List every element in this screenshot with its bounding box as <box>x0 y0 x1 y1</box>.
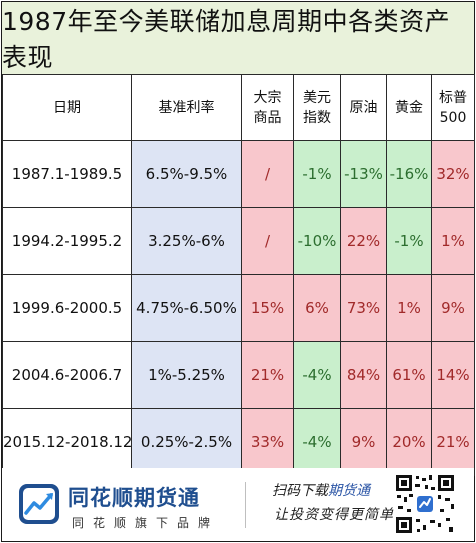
cell-gold: 1% <box>386 274 432 342</box>
cell-gold: 61% <box>386 341 432 409</box>
cell-commodity: / <box>241 207 294 275</box>
cell-sp500: 32% <box>431 140 475 208</box>
footer-divider <box>245 482 246 528</box>
header-rate: 基准利率 <box>131 74 242 141</box>
header-sp500-line1: 标普 <box>439 89 467 106</box>
slogan: 让投资变得更简单 <box>274 507 394 523</box>
cell-rate: 6.5%-9.5% <box>131 140 242 208</box>
cell-usd-index: -1% <box>293 140 341 208</box>
header-row: 日期 基准利率 大宗 商品 美元 指数 原油 黄金 标普 500 <box>2 74 475 141</box>
cell-oil: -13% <box>340 140 387 208</box>
scan-download-text: 扫码下载期货通 <box>272 480 370 500</box>
header-usd-line1: 美元 <box>303 89 331 106</box>
cell-oil: 84% <box>340 341 387 409</box>
header-commodity: 大宗 商品 <box>241 74 294 141</box>
header-sp500: 标普 500 <box>431 74 475 141</box>
cell-sp500: 1% <box>431 207 475 275</box>
cell-oil: 9% <box>340 408 387 476</box>
cell-oil: 73% <box>340 274 387 342</box>
cell-commodity: 15% <box>241 274 294 342</box>
cell-date: 2004.6-2006.7 <box>2 341 132 409</box>
page-title: 1987年至今美联储加息周期中各类资产表现 <box>2 2 474 75</box>
chart-logo-icon <box>18 483 60 529</box>
cell-usd-index: -4% <box>293 341 341 409</box>
table-row: 1999.6-2000.5 4.75%-6.50% 15% 6% 73% 1% … <box>2 274 475 342</box>
cell-rate: 1%-5.25% <box>131 341 242 409</box>
brand-name: 同花顺期货通 <box>68 486 200 510</box>
table-row: 1994.2-1995.2 3.25%-6% / -10% 22% -1% 1% <box>2 207 475 275</box>
cell-rate: 0.25%-2.5% <box>131 408 242 476</box>
header-usd-index: 美元 指数 <box>293 74 341 141</box>
cell-commodity: / <box>241 140 294 208</box>
brand-subtitle: 同花顺旗下品牌 <box>72 516 220 530</box>
cell-gold: -1% <box>386 207 432 275</box>
header-commodity-line2: 商品 <box>253 109 282 126</box>
cell-date: 1999.6-2000.5 <box>2 274 132 342</box>
cell-date: 1994.2-1995.2 <box>2 207 132 275</box>
cell-gold: 20% <box>386 408 432 476</box>
qr-code-icon <box>394 473 456 535</box>
header-oil: 原油 <box>340 74 387 141</box>
cell-rate: 3.25%-6% <box>131 207 242 275</box>
cell-usd-index: -10% <box>293 207 341 275</box>
scan-prefix: 扫码下载 <box>272 483 328 499</box>
cell-usd-index: 6% <box>293 274 341 342</box>
asset-performance-table: 日期 基准利率 大宗 商品 美元 指数 原油 黄金 标普 500 <box>2 74 475 476</box>
cell-sp500: 21% <box>431 408 475 476</box>
cell-oil: 22% <box>340 207 387 275</box>
header-sp500-line2: 500 <box>439 109 467 126</box>
header-commodity-line1: 大宗 <box>253 89 282 106</box>
cell-commodity: 33% <box>241 408 294 476</box>
table-row: 2004.6-2006.7 1%-5.25% 21% -4% 84% 61% 1… <box>2 341 475 409</box>
cell-date: 2015.12-2018.12 <box>2 408 132 476</box>
table-row: 1987.1-1989.5 6.5%-9.5% / -1% -13% -16% … <box>2 140 475 208</box>
cell-gold: -16% <box>386 140 432 208</box>
cell-sp500: 9% <box>431 274 475 342</box>
header-date: 日期 <box>2 74 132 141</box>
scan-app-name: 期货通 <box>328 483 370 499</box>
cell-sp500: 14% <box>431 341 475 409</box>
cell-rate: 4.75%-6.50% <box>131 274 242 342</box>
brand-footer: 同花顺期货通 同花顺旗下品牌 扫码下载期货通 让投资变得更简单 <box>2 468 474 541</box>
cell-usd-index: -4% <box>293 408 341 476</box>
cell-commodity: 21% <box>241 341 294 409</box>
header-gold: 黄金 <box>386 74 432 141</box>
table-row: 2015.12-2018.12 0.25%-2.5% 33% -4% 9% 20… <box>2 408 475 476</box>
cell-date: 1987.1-1989.5 <box>2 140 132 208</box>
header-usd-line2: 指数 <box>303 109 331 126</box>
